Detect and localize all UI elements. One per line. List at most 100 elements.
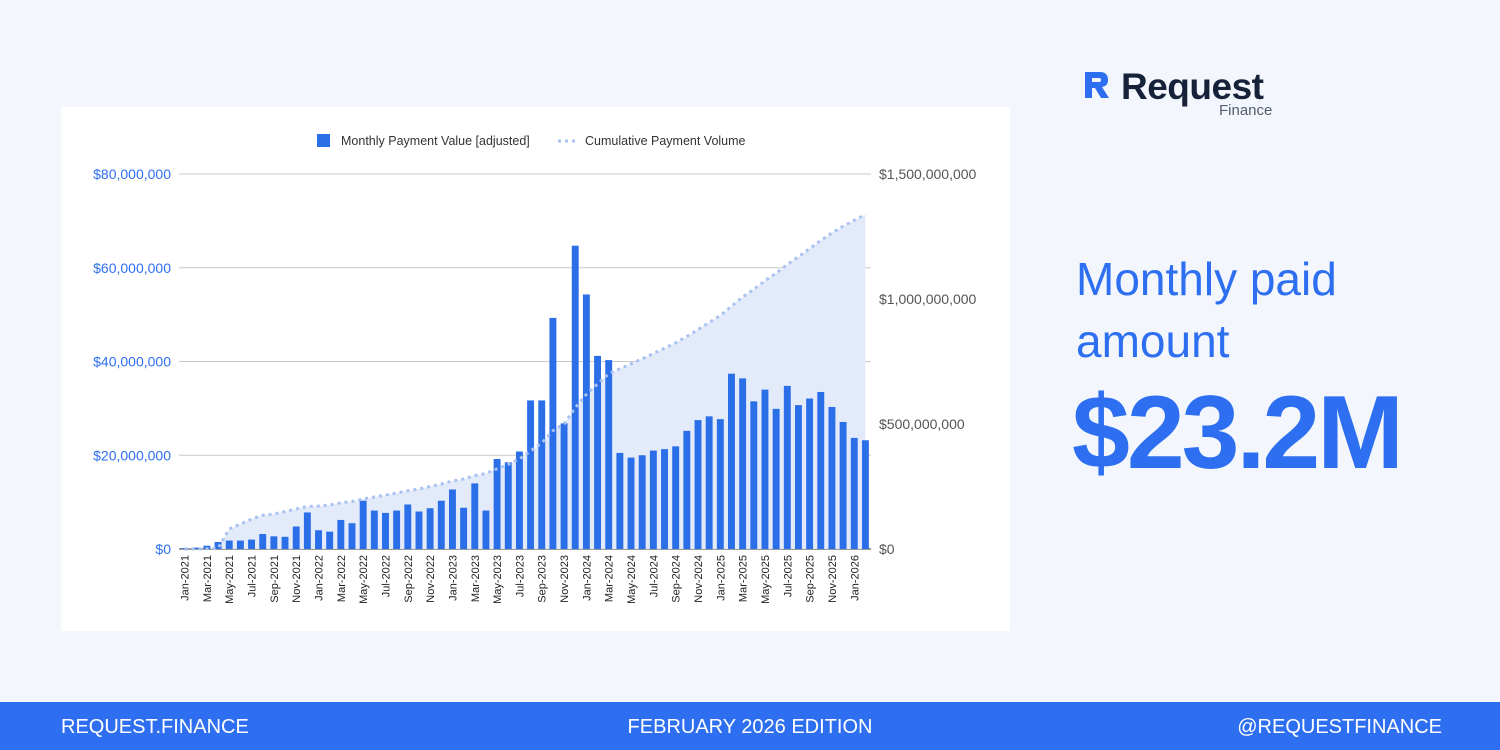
- x-axis-tick: Mar-2022: [336, 555, 348, 602]
- monthly-bar: [828, 406, 836, 549]
- monthly-bar: [493, 459, 501, 549]
- left-axis-labels: $0 $20,000,000 $40,000,000 $60,000,000 $80,0…: [93, 166, 171, 557]
- x-axis-tick: Sep-2023: [537, 555, 549, 603]
- x-axis-tick: Sep-2024: [671, 555, 683, 603]
- brand-subtitle: Finance: [1219, 102, 1273, 119]
- monthly-bar: [694, 420, 702, 549]
- monthly-bar: [672, 446, 680, 549]
- chart-card: $0 $20,000,000 $40,000,000 $60,000,000 $80,0…: [61, 107, 1010, 631]
- x-axis-tick: Nov-2022: [425, 555, 437, 603]
- monthly-bar: [382, 512, 389, 549]
- cumulative-series-line: [184, 213, 867, 551]
- footer-bar: REQUEST.FINANCE FEBRUARY 2026 EDITION @R…: [0, 702, 1500, 750]
- x-axis-labels: Jan-2021 Mar-2021 May-2021 Jul-2021 Sep-2021…: [180, 555, 862, 604]
- monthly-bar: [259, 534, 267, 549]
- monthly-bar: [817, 391, 825, 549]
- brand-name: Request: [1121, 66, 1264, 107]
- x-axis-tick: Jan-2026: [849, 555, 861, 601]
- monthly-bar: [515, 451, 523, 549]
- monthly-bar: [594, 355, 602, 549]
- monthly-bar: [236, 540, 244, 549]
- monthly-bar: [393, 510, 401, 549]
- monthly-bar: [705, 416, 713, 549]
- monthly-bar: [549, 317, 557, 549]
- x-axis-tick: Jan-2024: [581, 555, 593, 601]
- monthly-bar: [415, 511, 423, 549]
- monthly-bar: [783, 385, 791, 549]
- monthly-bar: [482, 510, 490, 549]
- monthly-bar: [192, 547, 200, 549]
- x-axis-tick: Mar-2023: [470, 555, 482, 602]
- x-axis-tick: Jan-2022: [314, 555, 326, 601]
- x-axis-tick: Mar-2024: [604, 555, 616, 602]
- x-axis-tick: Jul-2021: [247, 555, 259, 597]
- monthly-bar: [772, 408, 780, 549]
- footer-edition: FEBRUARY 2026 EDITION: [627, 716, 873, 738]
- cumulative-line: [184, 213, 867, 551]
- monthly-bar: [426, 508, 434, 549]
- legend: Monthly Payment Value [adjusted] Cumulati…: [317, 134, 746, 148]
- monthly-bar: [728, 373, 735, 549]
- monthly-bar: [683, 430, 691, 549]
- request-logo-icon: [1085, 72, 1109, 98]
- x-axis-tick: May-2021: [224, 555, 236, 604]
- x-axis-tick: Jul-2023: [514, 555, 526, 597]
- monthly-bar: [638, 455, 646, 549]
- footer-handle: @REQUESTFINANCE: [1237, 716, 1442, 738]
- monthly-bar: [448, 489, 456, 549]
- monthly-bars: [181, 245, 869, 549]
- x-axis-tick: Sep-2022: [403, 555, 415, 603]
- monthly-bar: [861, 440, 869, 549]
- x-axis-tick: Jan-2025: [715, 555, 727, 601]
- monthly-bar: [761, 389, 769, 549]
- monthly-bar: [839, 421, 847, 549]
- monthly-bar: [315, 530, 322, 549]
- monthly-bar: [281, 536, 289, 549]
- x-axis-tick: Nov-2025: [827, 555, 839, 603]
- left-axis-tick: $40,000,000: [93, 354, 171, 370]
- left-axis-tick: $80,000,000: [93, 166, 171, 182]
- monthly-bar: [616, 452, 624, 549]
- monthly-bar: [560, 423, 568, 549]
- headline: Monthly paid amount: [1076, 248, 1476, 372]
- left-axis-tick: $20,000,000: [93, 447, 171, 463]
- monthly-bar: [649, 450, 657, 549]
- monthly-bar: [538, 400, 546, 549]
- x-axis-tick: May-2022: [358, 555, 370, 604]
- monthly-bar: [348, 523, 356, 549]
- monthly-bar: [750, 401, 758, 549]
- x-axis-tick: Nov-2021: [291, 555, 303, 603]
- monthly-bar: [326, 531, 334, 549]
- x-axis-tick: May-2024: [626, 555, 638, 604]
- monthly-bar: [225, 540, 233, 549]
- x-axis-tick: Jul-2022: [380, 555, 392, 597]
- monthly-bar: [806, 398, 814, 549]
- headline-line-1: Monthly paid: [1076, 253, 1337, 305]
- brand-logo: Request Finance: [1083, 66, 1283, 122]
- monthly-bar: [850, 437, 858, 549]
- x-axis-tick: May-2023: [492, 555, 504, 604]
- monthly-bar: [605, 360, 613, 549]
- x-axis-tick: Sep-2021: [269, 555, 281, 603]
- footer-website: REQUEST.FINANCE: [61, 716, 249, 738]
- x-axis-tick: Nov-2024: [693, 555, 705, 603]
- x-axis-tick: Jul-2025: [782, 555, 794, 597]
- monthly-bar: [437, 500, 445, 549]
- monthly-bar: [627, 457, 635, 549]
- monthly-bar: [359, 500, 367, 549]
- monthly-bar: [337, 519, 345, 549]
- x-axis-tick: Mar-2025: [738, 555, 750, 602]
- payment-chart: $0 $20,000,000 $40,000,000 $60,000,000 $80,0…: [93, 134, 977, 604]
- x-axis-tick: Jan-2023: [447, 555, 459, 601]
- monthly-bar: [582, 294, 590, 549]
- monthly-bar: [504, 462, 512, 549]
- right-axis-tick: $1,000,000,000: [879, 291, 977, 307]
- monthly-bar: [248, 539, 256, 549]
- x-axis-tick: Nov-2023: [559, 555, 571, 603]
- legend-line-label: Cumulative Payment Volume: [585, 134, 746, 148]
- left-axis-tick: $0: [155, 541, 171, 557]
- monthly-bar: [794, 405, 802, 549]
- right-axis-labels: $0 $500,000,000 $1,000,000,000 $1,500,000,0…: [879, 166, 977, 557]
- monthly-amount-value: $23.2M: [1072, 375, 1404, 491]
- monthly-bar: [460, 507, 468, 549]
